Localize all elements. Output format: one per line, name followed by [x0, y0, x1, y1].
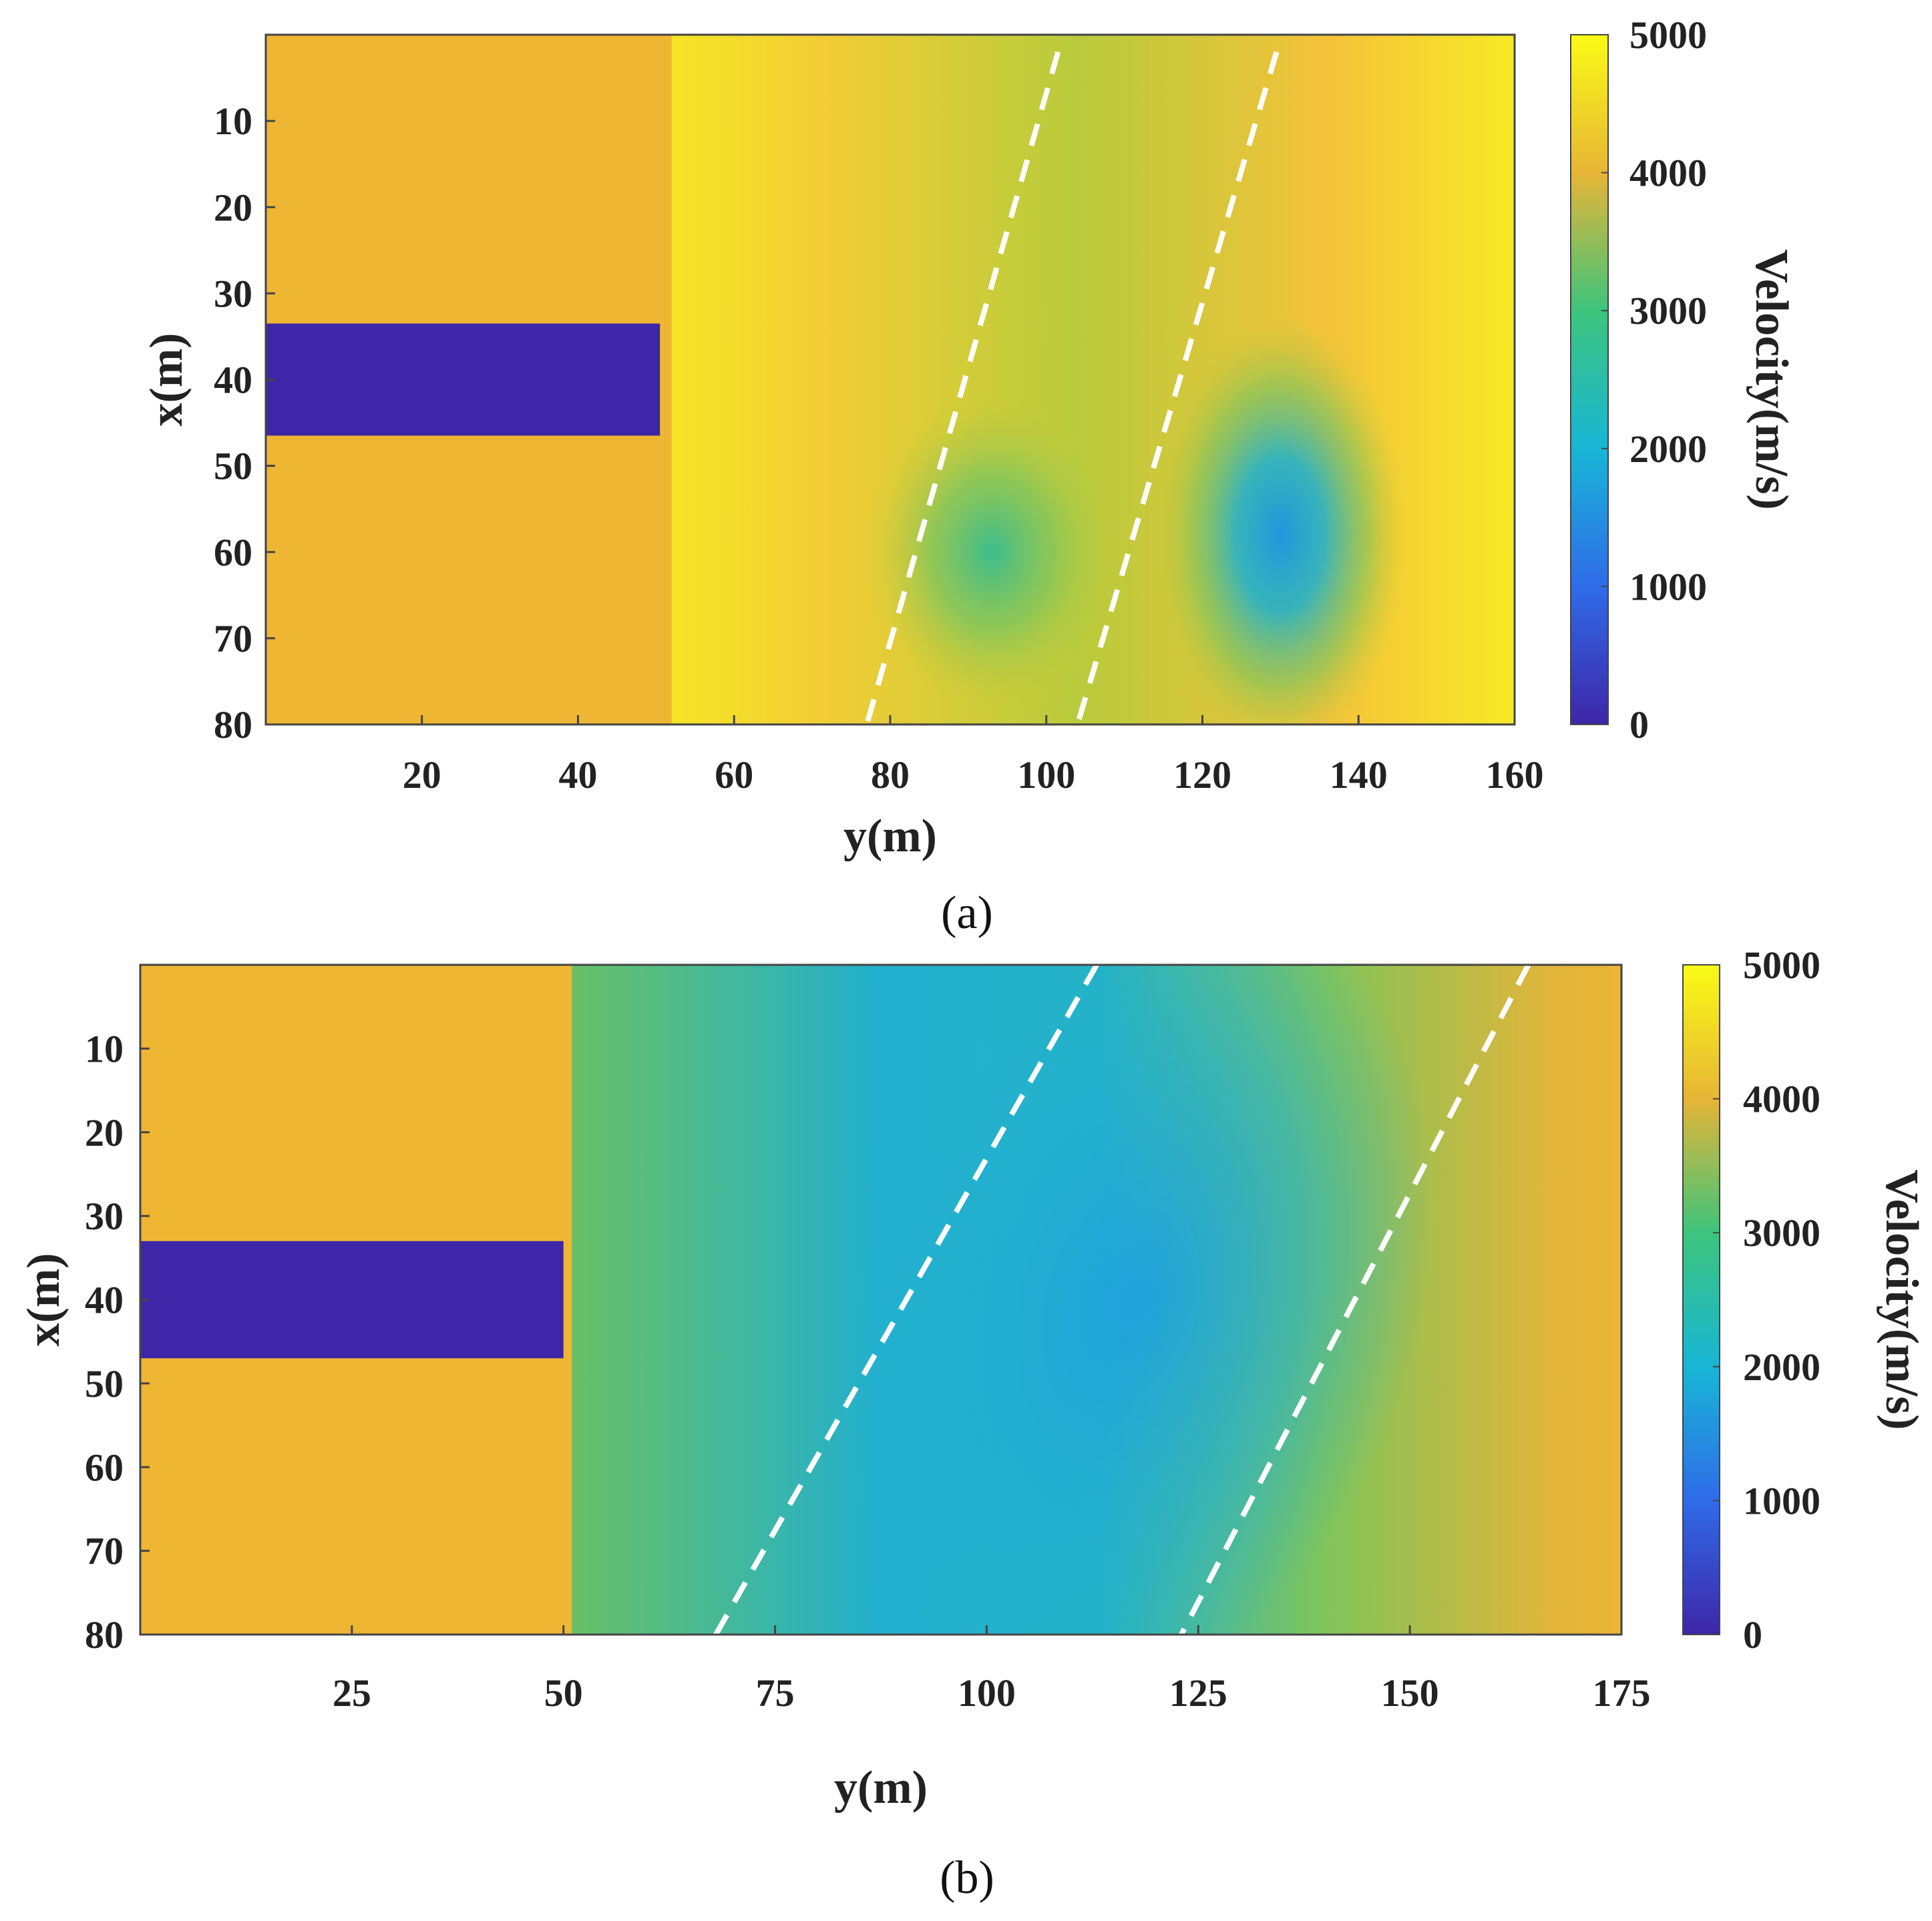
y-tick-label: 10 [214, 99, 252, 143]
colorbar-tick-label: 2000 [1629, 427, 1707, 471]
y-tick-label: 70 [85, 1530, 124, 1573]
panel-b-dashed-line-1 [713, 965, 1099, 1635]
x-tick-label: 75 [756, 1671, 795, 1715]
x-tick-label: 120 [1173, 753, 1231, 797]
panel-a-low-velocity-anomaly-2 [1153, 314, 1408, 724]
y-tick-label: 80 [85, 1613, 124, 1657]
colorbar-tick-label: 5000 [1743, 943, 1820, 987]
panel-a-tunnel-region [266, 323, 660, 436]
panel-b-colorbar [1682, 964, 1720, 1635]
x-tick-label: 140 [1330, 753, 1388, 797]
panel-b-caption: (b) [940, 1852, 994, 1904]
colorbar-tick-label: 0 [1743, 1613, 1762, 1657]
panel-a-colorbar [1570, 34, 1609, 725]
colorbar-tick-label: 3000 [1629, 289, 1707, 333]
y-tick-label: 20 [214, 186, 252, 229]
y-tick-label: 40 [85, 1279, 124, 1322]
panel-b-x-ticks: 25 50 75 100 125 150 175 [333, 1625, 1651, 1715]
y-tick-label: 60 [214, 531, 252, 574]
y-tick-label: 80 [214, 703, 252, 746]
panel-a-colorbar-label: Velocity(m/s) [1746, 249, 1797, 509]
x-tick-label: 25 [333, 1671, 371, 1715]
y-tick-label: 20 [85, 1111, 124, 1154]
x-tick-label: 20 [403, 753, 441, 797]
colorbar-tick-label: 2000 [1743, 1345, 1820, 1389]
panel-a-x-ticks: 20 40 60 80 100 120 140 160 [403, 715, 1544, 797]
y-tick-label: 30 [214, 272, 252, 315]
colorbar-tick-label: 1000 [1743, 1479, 1820, 1522]
x-tick-label: 160 [1486, 753, 1544, 797]
panel-b-x-axis-label: y(m) [834, 1762, 928, 1813]
panel-a-dashed-line-1 [864, 51, 1061, 724]
x-tick-label: 60 [715, 753, 753, 797]
x-tick-label: 50 [544, 1671, 583, 1715]
x-tick-label: 100 [958, 1671, 1016, 1715]
panel-b-dashed-line-2 [1179, 965, 1531, 1635]
panel-b-tunnel-region [140, 1241, 564, 1359]
panel-a-heatmap: 20 40 60 80 100 120 140 160 10 20 30 40 50 60 70 80 y(… [141, 13, 1797, 939]
panel-b-y-ticks: 10 20 30 40 50 60 70 80 [85, 1027, 150, 1657]
panel-b-heatmap: 25 50 75 100 125 150 175 10 20 30 40 50 60 70 80 y(m)… [18, 943, 1927, 1904]
x-tick-label: 150 [1381, 1671, 1439, 1715]
x-tick-label: 125 [1169, 1671, 1227, 1715]
panel-a-low-velocity-anomaly-1 [864, 391, 1119, 712]
colorbar-tick-label: 0 [1629, 703, 1649, 746]
panel-a-colorbar-ticks: 0 1000 2000 3000 4000 5000 [1601, 13, 1707, 746]
panel-a-y-ticks: 10 20 30 40 50 60 70 80 [214, 99, 275, 746]
colorbar-tick-label: 4000 [1743, 1078, 1820, 1121]
panel-a-caption: (a) [941, 887, 993, 939]
x-tick-label: 80 [871, 753, 910, 797]
y-tick-label: 40 [214, 359, 252, 402]
panel-b-low-velocity-band [843, 965, 1435, 1635]
x-tick-label: 175 [1593, 1671, 1651, 1715]
panel-a-y-axis-label: x(m) [141, 333, 192, 427]
panel-a-x-axis-label: y(m) [843, 811, 937, 862]
x-tick-label: 100 [1017, 753, 1075, 797]
colorbar-tick-label: 1000 [1629, 565, 1707, 608]
panel-b-y-axis-label: x(m) [18, 1253, 69, 1347]
y-tick-label: 30 [85, 1195, 124, 1238]
y-tick-label: 50 [214, 445, 252, 488]
panel-b-colorbar-label: Velocity(m/s) [1876, 1169, 1927, 1430]
colorbar-tick-label: 3000 [1743, 1211, 1820, 1255]
y-tick-label: 10 [85, 1027, 124, 1070]
y-tick-label: 50 [85, 1362, 124, 1406]
x-tick-label: 40 [559, 753, 598, 797]
colorbar-tick-label: 4000 [1629, 152, 1707, 195]
panel-a-dashed-line-2 [1075, 51, 1280, 724]
colorbar-tick-label: 5000 [1629, 13, 1707, 57]
y-tick-label: 60 [85, 1446, 124, 1489]
panel-b-colorbar-ticks: 0 1000 2000 3000 4000 5000 [1713, 943, 1820, 1657]
y-tick-label: 70 [214, 617, 252, 660]
